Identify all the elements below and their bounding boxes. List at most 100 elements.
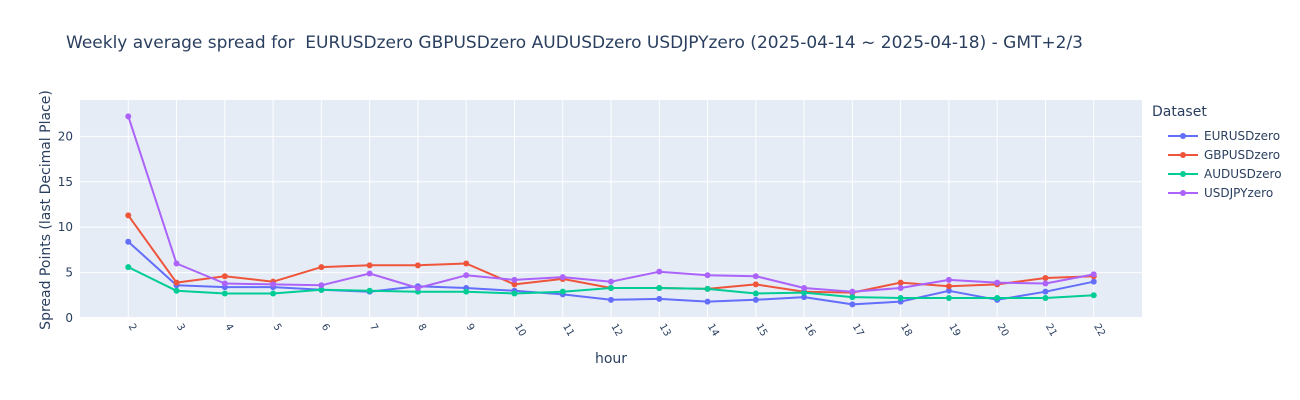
x-tick-label: 6 (319, 322, 332, 333)
y-tick-label: 0 (65, 311, 73, 325)
data-point-audusdzero (945, 295, 952, 302)
x-tick-label: 19 (946, 322, 962, 339)
legend-item-usdjpyzero[interactable]: USDJPYzero (1152, 183, 1282, 202)
x-tick-label: 18 (898, 322, 914, 339)
legend-swatch-eurusdzero (1152, 130, 1198, 142)
legend-item-gbpusdzero[interactable]: GBPUSDzero (1152, 145, 1282, 164)
data-point-gbpusdzero (511, 281, 518, 288)
data-point-audusdzero (366, 287, 373, 294)
data-point-usdjpyzero (994, 279, 1001, 286)
data-point-eurusdzero (752, 296, 759, 303)
data-point-audusdzero (318, 286, 325, 293)
x-tick-label: 13 (657, 322, 673, 339)
data-point-audusdzero (656, 285, 663, 292)
legend-swatch-usdjpyzero (1152, 187, 1198, 199)
data-point-usdjpyzero (849, 288, 856, 295)
data-point-audusdzero (1090, 292, 1097, 299)
data-point-usdjpyzero (414, 285, 421, 292)
data-point-audusdzero (608, 285, 614, 292)
x-tick-label: 22 (1091, 322, 1107, 339)
data-point-gbpusdzero (125, 212, 132, 219)
data-point-eurusdzero (801, 294, 808, 301)
data-point-gbpusdzero (221, 273, 228, 280)
x-tick-label: 7 (367, 322, 380, 333)
x-tick-label: 20 (995, 322, 1011, 339)
legend: Dataset EURUSDzero GBPUSDzero AUDUSDzero… (1152, 104, 1282, 202)
data-point-eurusdzero (1042, 288, 1049, 295)
x-axis-title: hour (594, 351, 628, 367)
data-point-gbpusdzero (318, 264, 325, 271)
data-point-gbpusdzero (897, 279, 904, 286)
legend-label-usdjpyzero: USDJPYzero (1204, 185, 1274, 200)
data-point-audusdzero (173, 287, 180, 294)
data-point-usdjpyzero (897, 285, 904, 292)
data-point-gbpusdzero (1042, 275, 1049, 282)
data-point-audusdzero (801, 289, 808, 296)
y-tick-label: 5 (65, 266, 73, 280)
data-point-eurusdzero (704, 298, 711, 305)
x-tick-label: 15 (753, 322, 769, 339)
data-point-gbpusdzero (752, 281, 759, 288)
x-tick-label: 12 (608, 322, 624, 339)
data-point-eurusdzero (608, 296, 614, 303)
data-point-audusdzero (704, 285, 711, 292)
data-point-audusdzero (559, 288, 566, 295)
data-point-usdjpyzero (221, 280, 228, 287)
data-point-usdjpyzero (608, 278, 614, 285)
x-tick-label: 2 (126, 322, 139, 333)
x-tick-label: 8 (415, 322, 428, 333)
y-axis-title: Spread Points (last Decimal Place) (38, 90, 54, 330)
legend-swatch-gbpusdzero (1152, 149, 1198, 161)
data-point-usdjpyzero (656, 268, 663, 275)
legend-item-audusdzero[interactable]: AUDUSDzero (1152, 164, 1282, 183)
data-point-usdjpyzero (1090, 271, 1097, 278)
data-point-audusdzero (897, 295, 904, 302)
data-point-audusdzero (849, 294, 856, 301)
chart-title: Weekly average spread for EURUSDzero GBP… (66, 33, 1083, 53)
data-point-audusdzero (463, 288, 470, 295)
data-point-audusdzero (125, 264, 132, 271)
x-tick-label: 10 (512, 322, 528, 339)
data-point-audusdzero (511, 290, 518, 297)
x-tick-label: 3 (174, 322, 187, 333)
legend-label-gbpusdzero: GBPUSDzero (1204, 147, 1281, 162)
data-point-audusdzero (270, 290, 277, 297)
y-tick-label: 10 (58, 220, 73, 234)
x-tick-label: 11 (560, 322, 576, 339)
data-point-gbpusdzero (463, 260, 470, 267)
x-tick-label: 9 (464, 322, 477, 333)
data-point-usdjpyzero (945, 276, 952, 283)
x-tick-label: 16 (801, 322, 817, 339)
legend-swatch-audusdzero (1152, 168, 1198, 180)
data-point-usdjpyzero (125, 113, 132, 120)
data-point-usdjpyzero (801, 285, 808, 292)
data-point-usdjpyzero (463, 272, 470, 279)
data-point-audusdzero (221, 290, 228, 297)
data-point-gbpusdzero (173, 279, 180, 286)
data-point-usdjpyzero (1042, 280, 1049, 287)
data-point-usdjpyzero (511, 276, 518, 283)
data-point-eurusdzero (656, 295, 663, 302)
y-tick-label: 15 (58, 175, 73, 189)
x-tick-label: 5 (270, 322, 283, 333)
data-point-audusdzero (752, 290, 759, 297)
legend-title: Dataset (1152, 104, 1207, 120)
data-point-eurusdzero (125, 238, 132, 245)
data-point-usdjpyzero (752, 273, 759, 280)
x-tick-label: 14 (705, 322, 721, 339)
data-point-eurusdzero (945, 287, 952, 294)
data-point-gbpusdzero (366, 262, 373, 269)
data-point-eurusdzero (849, 301, 856, 308)
x-tick-label: 21 (1043, 322, 1059, 339)
legend-item-eurusdzero[interactable]: EURUSDzero (1152, 126, 1282, 145)
x-tick-label: 17 (850, 322, 866, 339)
y-tick-label: 20 (58, 129, 73, 143)
data-point-usdjpyzero (270, 281, 277, 288)
data-point-gbpusdzero (414, 262, 421, 269)
data-point-usdjpyzero (173, 260, 180, 267)
data-point-eurusdzero (1090, 278, 1097, 285)
data-point-usdjpyzero (318, 282, 325, 289)
data-point-gbpusdzero (945, 283, 952, 290)
